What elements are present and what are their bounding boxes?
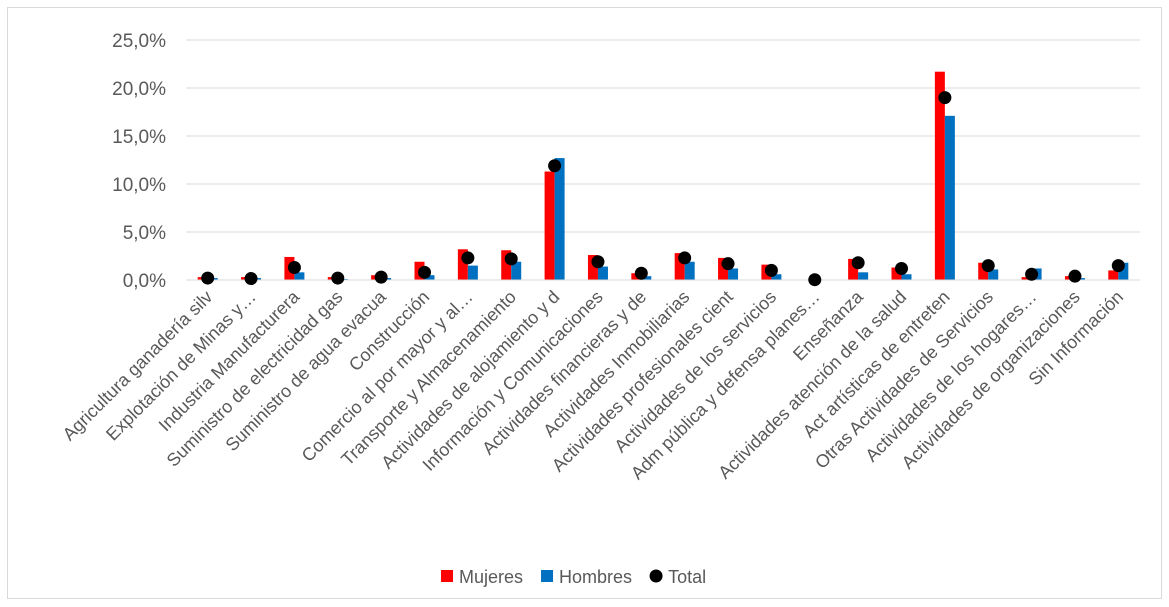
marker-total [287,261,301,275]
gridlines [186,39,1140,233]
legend-label-total: Total [668,567,706,587]
marker-total [374,270,388,284]
marker-total [634,266,648,280]
bar-mujeres [1108,270,1119,280]
marker-total [764,263,778,277]
marker-total [548,159,562,173]
bar-hombres [901,274,912,280]
legend-label-mujeres: Mujeres [459,567,523,587]
legend-swatch-total [649,569,663,583]
bar-mujeres [501,250,512,280]
y-tick-label: 10,0% [112,175,166,196]
bar-mujeres [1021,277,1032,280]
y-tick-label: 25,0% [112,31,166,52]
marker-total [938,91,952,105]
marker-total [1025,267,1039,281]
marker-total [201,271,215,285]
bar-hombres [511,261,522,280]
y-tick-label: 5,0% [123,223,166,244]
bar-hombres [944,115,955,280]
y-tick-label: 0,0% [123,271,166,292]
bar-mujeres [544,171,555,280]
marker-total [721,257,735,271]
y-tick-label: 20,0% [112,79,166,100]
marker-total [461,251,475,265]
marker-total [591,255,605,269]
bar-hombres [424,275,435,280]
bar-hombres [597,266,608,280]
bar-mujeres [674,253,685,280]
bar-mujeres [891,267,902,280]
marker-total [808,273,822,287]
bar-hombres [988,269,999,280]
marker-total [1068,269,1082,283]
y-tick-label: 15,0% [112,127,166,148]
bar-mujeres [978,262,989,280]
marker-total [504,252,518,266]
marker-total [1111,259,1125,273]
bar-mujeres [457,249,468,280]
legend-swatch-hombres [541,570,554,582]
legend-swatch-mujeres [441,570,453,582]
bar-mujeres [587,255,598,280]
bar-mujeres [934,71,945,281]
bar-mujeres [848,258,859,280]
marker-total [418,265,431,279]
marker-total [244,272,258,286]
marker-total [331,271,345,285]
marker-total [851,256,865,270]
marker-total [981,259,995,273]
bar-hombres [858,272,869,280]
bar-hombres [1118,262,1129,280]
bar-mujeres [718,257,729,280]
bar-hombres [641,276,652,280]
chart-frame [7,7,1162,599]
marker-total [895,261,908,275]
marker-total [678,251,692,265]
bar-hombres [554,158,565,280]
legend: Mujeres Hombres Total [441,567,706,587]
bar-hombres [467,265,478,280]
legend-label-hombres: Hombres [559,567,632,587]
bar-hombres [728,268,739,280]
total-markers [201,91,1125,287]
bar-hombres [684,261,695,280]
y-axis-tick-labels: 0,0% 5,0% 10,0% 15,0% 20,0% 25,0% [112,31,166,292]
bar-hombres [771,274,782,280]
bars [197,71,1129,281]
bar-hombres [294,272,305,280]
